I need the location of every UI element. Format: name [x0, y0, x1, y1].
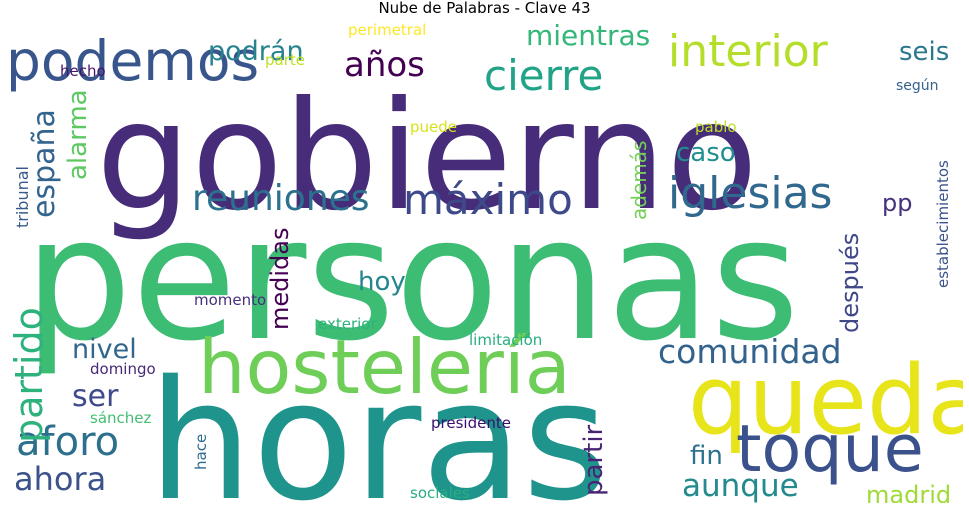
- word-partido: partido: [7, 307, 51, 443]
- word-limitacion: limitación: [469, 331, 542, 349]
- word-alarma: alarma: [63, 89, 93, 180]
- word-cierre: cierre: [484, 51, 603, 100]
- word-momento: momento: [194, 291, 266, 309]
- word-podran: podrán: [208, 36, 304, 67]
- word-pp: pp: [882, 189, 912, 217]
- word-seis: seis: [899, 37, 949, 67]
- word-ser: ser: [72, 379, 119, 414]
- word-toque: toque: [736, 412, 924, 487]
- word-tribunal: tribunal: [13, 166, 32, 228]
- word-sanchez: sánchez: [90, 409, 151, 427]
- word-queda: queda: [688, 346, 963, 456]
- word-espana: españa: [27, 109, 62, 218]
- word-presidente: presidente: [431, 414, 511, 432]
- word-mientras: mientras: [526, 19, 650, 52]
- word-reuniones: reuniones: [192, 178, 370, 219]
- word-anos: años: [344, 45, 425, 85]
- word-madrid: madrid: [866, 481, 951, 503]
- word-pablo: pablo: [695, 118, 737, 136]
- word-medidas: medidas: [266, 228, 294, 331]
- word-horas: horas: [148, 345, 608, 503]
- word-partir: partir: [579, 424, 609, 496]
- word-aunque: aunque: [682, 468, 799, 503]
- word-hoy: hoy: [358, 267, 406, 297]
- word-ahora: ahora: [14, 460, 106, 498]
- word-aforo: aforo: [16, 419, 119, 465]
- word-exterior: exterior: [318, 315, 377, 333]
- word-despues: después: [836, 233, 864, 333]
- word-establecimientos: establecimientos: [934, 160, 952, 288]
- word-podemos: podemos: [6, 29, 259, 93]
- word-fin: fin: [690, 441, 723, 471]
- word-interior: interior: [668, 26, 829, 77]
- word-domingo: domingo: [90, 360, 156, 378]
- word-comunidad: comunidad: [658, 332, 842, 371]
- word-personas: personas: [24, 181, 799, 379]
- word-puede: puede: [410, 118, 457, 136]
- word-hecho: hecho: [60, 62, 106, 80]
- word-sociales: sociales: [410, 484, 470, 502]
- figure-title: Nube de Palabras - Clave 43: [378, 0, 591, 17]
- word-perimetral: perimetral: [348, 21, 426, 39]
- word-cloud-canvas: gobierno personas horas queda hostelería toqu…: [6, 18, 963, 503]
- word-iglesias: iglesias: [668, 168, 832, 219]
- word-parte: parte: [265, 51, 305, 69]
- word-caso: caso: [676, 138, 736, 168]
- word-segun: según: [896, 78, 939, 94]
- word-hace: hace: [192, 434, 210, 470]
- word-hosteleria: hostelería: [198, 323, 571, 411]
- word-ademas: además: [627, 141, 651, 220]
- word-gobierno: gobierno: [96, 70, 758, 244]
- word-maximo: máximo: [403, 175, 573, 224]
- word-nivel: nivel: [72, 334, 137, 365]
